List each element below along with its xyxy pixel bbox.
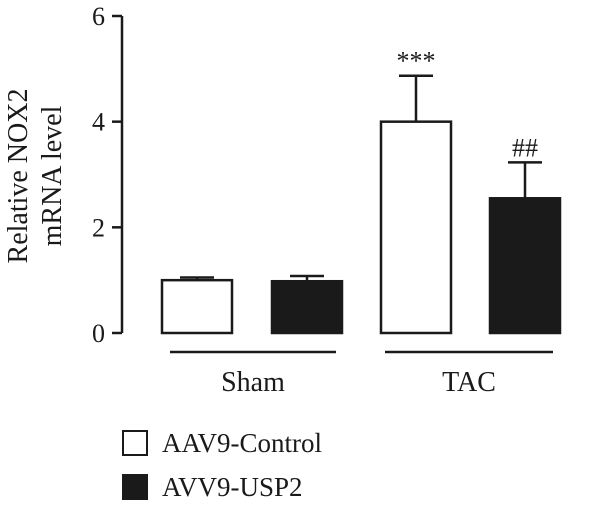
y-tick-label: 6 (92, 2, 105, 31)
y-ticks: 0 2 4 6 (92, 2, 122, 348)
bar (270, 279, 344, 335)
significance-label: ## (512, 133, 538, 162)
y-tick-label: 4 (92, 108, 105, 137)
y-tick-label: 2 (92, 213, 105, 242)
legend: AAV9-Control AVV9-USP2 (122, 428, 322, 502)
y-axis-title-line1: Relative NOX2 (3, 89, 34, 264)
legend-swatch-control (122, 430, 148, 456)
legend-label-usp2: AVV9-USP2 (162, 472, 303, 502)
significance-label: *** (397, 47, 436, 76)
y-tick-label: 0 (92, 319, 105, 348)
legend-swatch-usp2 (122, 474, 148, 500)
bars: *** ## (160, 47, 562, 335)
group-label: Sham (221, 367, 285, 398)
group-axis: Sham TAC (170, 350, 553, 398)
group-label: TAC (442, 367, 496, 398)
legend-label-control: AAV9-Control (162, 428, 322, 458)
bar (160, 278, 234, 335)
y-axis-title-line2: mRNA level (37, 105, 68, 246)
bar (379, 120, 453, 335)
bar (488, 197, 562, 335)
